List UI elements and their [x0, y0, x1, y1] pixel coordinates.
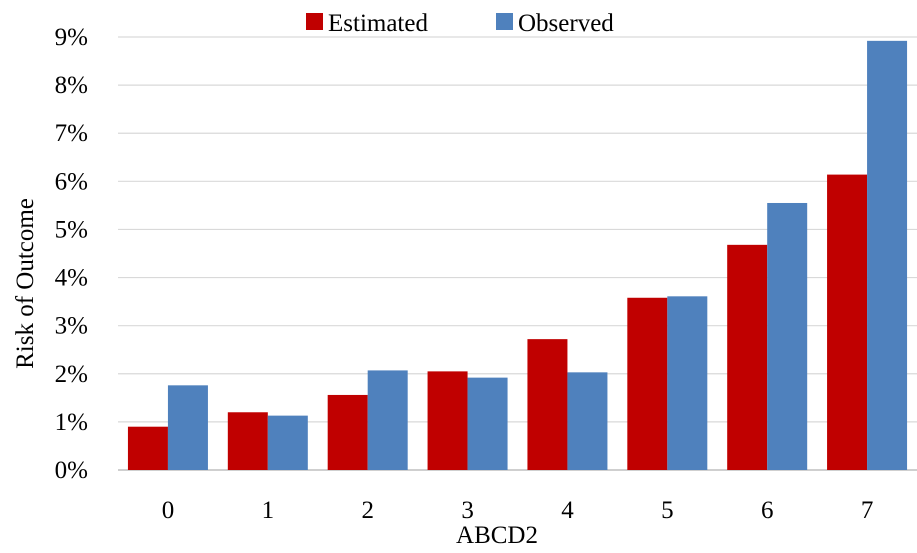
y-tick-label: 6%: [55, 168, 88, 195]
x-tick-label: 1: [262, 497, 275, 524]
bar-observed-5: [667, 296, 708, 470]
x-tick-label: 3: [461, 497, 474, 524]
y-tick-label: 2%: [55, 361, 88, 388]
y-tick-label: 9%: [55, 24, 88, 51]
legend-swatch-observed: [496, 13, 513, 30]
x-tick-label: 0: [162, 497, 175, 524]
y-tick-label: 1%: [55, 409, 88, 436]
bar-observed-0: [167, 385, 208, 470]
y-tick-label: 3%: [55, 313, 88, 340]
x-tick-label: 7: [861, 497, 874, 524]
bar-observed-7: [867, 40, 908, 471]
x-tick-label: 4: [561, 497, 574, 524]
bar-observed-1: [267, 415, 308, 470]
y-tick-label: 4%: [55, 265, 88, 292]
bar-observed-4: [567, 372, 608, 470]
bar-estimated-6: [727, 244, 768, 470]
x-tick-label: 2: [361, 497, 374, 524]
bar-estimated-7: [827, 174, 868, 470]
x-tick-label: 6: [761, 497, 774, 524]
y-tick-label: 5%: [55, 216, 88, 243]
legend-label-observed: Observed: [518, 10, 614, 37]
legend: Estimated Observed: [306, 10, 614, 37]
x-tick-label: 5: [661, 497, 674, 524]
bar-estimated-4: [527, 339, 568, 470]
bar-estimated-1: [227, 412, 268, 470]
legend-label-estimated: Estimated: [328, 10, 428, 37]
y-tick-label: 8%: [55, 72, 88, 99]
bar-estimated-3: [427, 371, 468, 470]
bars: [127, 40, 908, 471]
y-tick-label: 7%: [55, 120, 88, 147]
legend-swatch-estimated: [306, 13, 323, 30]
y-tick-label: 0%: [55, 457, 88, 484]
bar-observed-6: [767, 202, 808, 470]
x-axis-label: ABCD2: [456, 522, 538, 548]
y-axis-label: Risk of Outcome: [12, 198, 39, 369]
bar-estimated-5: [627, 297, 668, 470]
bar-estimated-2: [327, 394, 368, 470]
bar-estimated-0: [127, 426, 168, 470]
bar-observed-2: [367, 370, 408, 470]
axes: 0% 1% 2% 3% 4% 5% 6% 7% 8% 9% 0 1 2 3 4 5 6 7: [55, 24, 874, 524]
bar-observed-3: [467, 377, 508, 470]
